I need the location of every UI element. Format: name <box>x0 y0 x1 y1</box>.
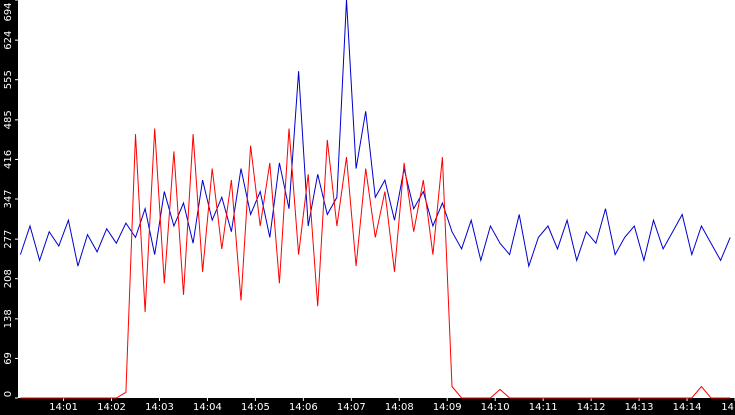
x-tick-label: 14:11 <box>529 402 558 413</box>
y-axis-strip <box>0 0 18 415</box>
y-tick-label: 694 <box>3 2 14 21</box>
y-tick-label: 69 <box>3 352 14 365</box>
x-tick-label: 14:13 <box>625 402 654 413</box>
x-tick-label: 14:01 <box>49 402 78 413</box>
y-tick-label: 624 <box>3 31 14 50</box>
x-tick-label: 14 <box>721 402 734 413</box>
y-tick-label: 485 <box>3 110 14 129</box>
series-line <box>20 128 731 399</box>
x-tick-label: 14:06 <box>289 402 318 413</box>
x-tick-label: 14:05 <box>241 402 270 413</box>
x-tick-label: 14:03 <box>145 402 174 413</box>
y-tick-label: 208 <box>3 269 14 288</box>
x-tick-label: 14:07 <box>337 402 366 413</box>
y-tick-label: 347 <box>3 189 14 208</box>
x-tick-label: 14:14 <box>673 402 702 413</box>
x-tick-label: 14:12 <box>577 402 606 413</box>
y-tick-label: 0 <box>3 391 14 397</box>
y-tick-label: 555 <box>3 70 14 89</box>
y-tick-label: 416 <box>3 150 14 169</box>
x-tick-label: 14:08 <box>385 402 414 413</box>
y-tick-label: 138 <box>3 309 14 328</box>
x-tick-label: 14:02 <box>97 402 126 413</box>
x-tick-label: 14:04 <box>193 402 222 413</box>
x-tick-label: 14:10 <box>481 402 510 413</box>
y-tick-label: 277 <box>3 230 14 249</box>
series-line <box>19 0 731 269</box>
x-axis-strip <box>0 398 735 415</box>
x-tick-label: 14:09 <box>433 402 462 413</box>
